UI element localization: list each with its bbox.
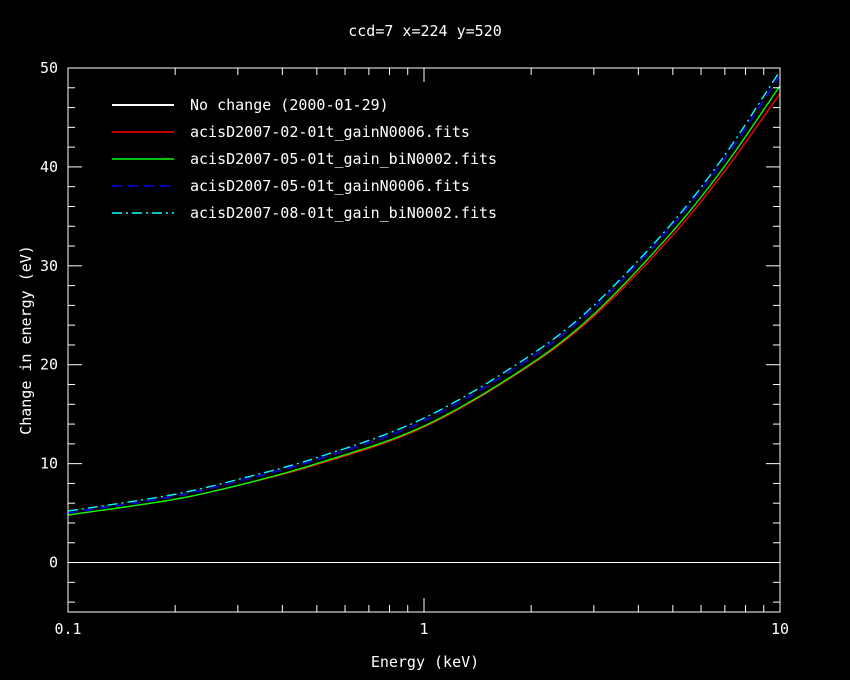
y-tick-label: 10 (40, 455, 58, 473)
y-tick-label: 40 (40, 158, 58, 176)
x-tick-label: 10 (771, 620, 789, 638)
y-tick-label: 20 (40, 356, 58, 374)
series-line (67, 75, 781, 514)
x-tick-label: 1 (419, 620, 428, 638)
legend-label: acisD2007-02-01t_gainN0006.fits (190, 123, 470, 141)
legend: No change (2000-01-29) acisD2007-02-01t_g… (112, 96, 497, 222)
legend-label: acisD2007-08-01t_gain_biN0002.fits (190, 204, 497, 222)
y-tick-label: 50 (40, 59, 58, 77)
y-axis-label: Change in energy (eV) (17, 245, 35, 435)
series-line (67, 85, 781, 516)
x-tick-label: 0.1 (54, 620, 81, 638)
x-axis: 0.1 1 10 (54, 68, 789, 638)
y-tick-label: 30 (40, 257, 58, 275)
data-lines (67, 70, 781, 516)
y-tick-label: 0 (49, 554, 58, 572)
legend-label: No change (2000-01-29) (190, 96, 389, 114)
legend-label: acisD2007-05-01t_gain_biN0002.fits (190, 150, 497, 168)
legend-label: acisD2007-05-01t_gainN0006.fits (190, 177, 470, 195)
y-axis: 0 10 20 30 40 50 (40, 59, 780, 603)
series-line (67, 70, 781, 512)
x-axis-label: Energy (keV) (371, 653, 479, 671)
chart-title: ccd=7 x=224 y=520 (348, 22, 502, 40)
